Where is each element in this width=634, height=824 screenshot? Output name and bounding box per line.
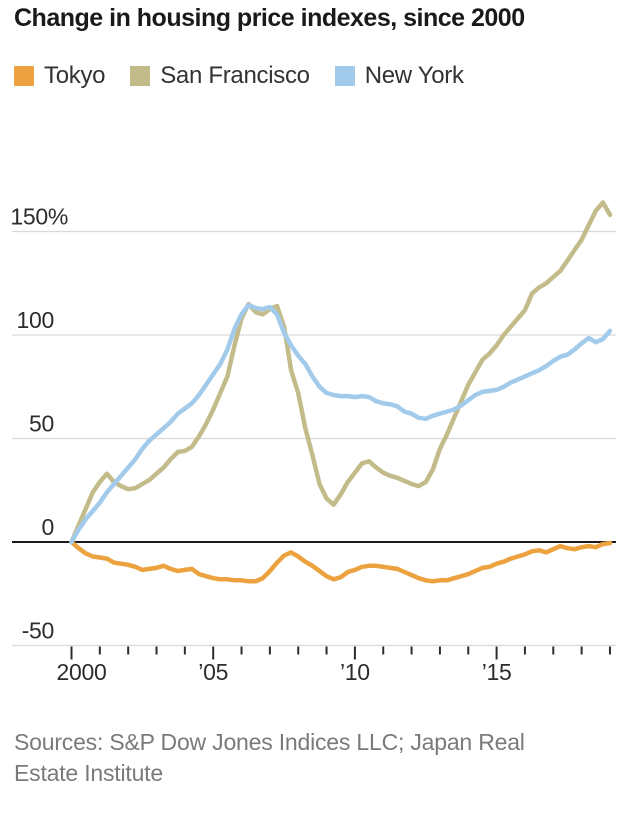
series-line-tokyo bbox=[69, 539, 613, 584]
x-axis-label: ’05 bbox=[198, 659, 228, 685]
series-line-san-francisco bbox=[69, 200, 613, 545]
x-axis-label: 2000 bbox=[57, 659, 107, 685]
y-axis-label: 50 bbox=[29, 411, 54, 437]
legend-swatch-icon bbox=[14, 66, 34, 86]
legend-item-new-york: New York bbox=[334, 62, 464, 90]
x-axis-label: ’10 bbox=[340, 659, 370, 685]
legend-item-tokyo: Tokyo bbox=[14, 62, 106, 90]
legend-swatch-icon bbox=[334, 66, 355, 86]
y-axis-label: 100 bbox=[17, 307, 54, 333]
legend-swatch-icon bbox=[130, 66, 151, 86]
legend-label: Tokyo bbox=[44, 62, 106, 89]
legend-label: San Francisco bbox=[160, 62, 310, 89]
legend-label: New York bbox=[364, 62, 464, 89]
y-axis-label: 150% bbox=[10, 204, 68, 230]
legend: Tokyo San Francisco New York bbox=[14, 62, 489, 90]
chart-title: Change in housing price indexes, since 2… bbox=[14, 4, 525, 32]
series-line-new-york bbox=[69, 302, 613, 545]
y-axis-label: 0 bbox=[42, 514, 55, 540]
legend-item-san-francisco: San Francisco bbox=[130, 62, 310, 90]
x-axis-label: ’15 bbox=[482, 659, 512, 685]
source-note: Sources: S&P Dow Jones Indices LLC; Japa… bbox=[14, 729, 525, 786]
y-axis-label: -50 bbox=[22, 618, 54, 644]
